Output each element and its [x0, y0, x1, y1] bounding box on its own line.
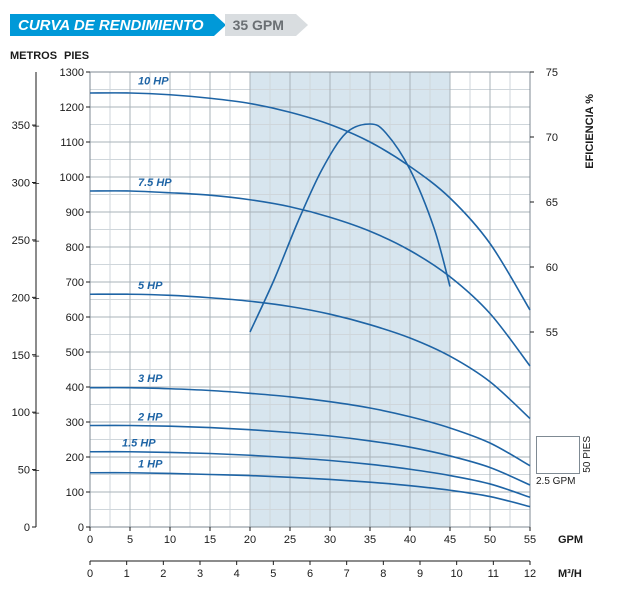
eff-tick: 75 — [546, 67, 558, 79]
m3h-tick: 7 — [344, 568, 350, 580]
tick-label: – — [33, 178, 40, 190]
metros-tick: 50 — [18, 465, 30, 477]
pies-tick: 1200 — [60, 102, 84, 114]
pies-tick: 1300 — [60, 67, 84, 79]
gpm-tick: 40 — [404, 534, 416, 546]
eff-tick: 55 — [546, 327, 558, 339]
pies-tick: 600 — [66, 312, 84, 324]
m3h-unit: M³/H — [558, 568, 582, 580]
series-label: 7.5 HP — [138, 177, 172, 189]
gpm-tick: 45 — [444, 534, 456, 546]
series-label: 2 HP — [137, 411, 163, 423]
series-label: 1 HP — [138, 459, 163, 471]
tick-label: – — [33, 235, 40, 247]
legend-box — [536, 436, 580, 474]
pies-tick: 800 — [66, 242, 84, 254]
tick-label: – — [33, 465, 40, 477]
gpm-tick: 50 — [484, 534, 496, 546]
gpm-tick: 0 — [87, 534, 93, 546]
pies-tick: 300 — [66, 417, 84, 429]
gpm-tick: 10 — [164, 534, 176, 546]
metros-tick: 200 — [12, 292, 30, 304]
gpm-tick: 35 — [364, 534, 376, 546]
pies-tick: 0 — [78, 522, 84, 534]
eff-tick: 65 — [546, 197, 558, 209]
metros-tick: 350 — [12, 120, 30, 132]
gpm-tick: 5 — [127, 534, 133, 546]
tick-label: – — [33, 350, 40, 362]
pies-tick: 900 — [66, 207, 84, 219]
gpm-tick: 25 — [284, 534, 296, 546]
gpm-tick: 55 — [524, 534, 536, 546]
tick-label: – — [33, 292, 40, 304]
tick-label: – — [33, 407, 40, 419]
pies-tick: 1100 — [60, 137, 84, 149]
eff-tick: 70 — [546, 132, 558, 144]
pies-tick: 100 — [66, 487, 84, 499]
gpm-tick: 15 — [204, 534, 216, 546]
metros-tick: 0 — [24, 522, 30, 534]
metros-tick: 250 — [12, 235, 30, 247]
gpm-tick: 20 — [244, 534, 256, 546]
metros-tick: 150 — [12, 350, 30, 362]
plot-svg: 10 HP7.5 HP5 HP3 HP2 HP1.5 HP1 HP050–100… — [0, 0, 617, 595]
m3h-tick: 11 — [488, 568, 499, 580]
tick-label: – — [33, 120, 40, 132]
pies-tick: 500 — [66, 347, 84, 359]
m3h-tick: 12 — [524, 568, 536, 580]
series-label: 10 HP — [138, 75, 169, 87]
m3h-tick: 6 — [307, 568, 313, 580]
series-label: 1.5 HP — [122, 438, 156, 450]
axis-right-label: EFICIENCIA % — [584, 94, 596, 169]
series-label: 5 HP — [138, 280, 163, 292]
legend-width-label: 2.5 GPM — [536, 476, 575, 487]
m3h-tick: 3 — [197, 568, 203, 580]
legend-height-label: 50 PIES — [582, 436, 593, 473]
metros-tick: 100 — [12, 407, 30, 419]
eff-tick: 60 — [546, 262, 558, 274]
m3h-tick: 5 — [270, 568, 276, 580]
gpm-tick: 30 — [324, 534, 336, 546]
gpm-unit: GPM — [558, 534, 583, 546]
performance-curve-chart: { "title": { "main": "CURVA DE RENDIMIEN… — [0, 0, 617, 595]
m3h-tick: 8 — [380, 568, 386, 580]
m3h-tick: 2 — [160, 568, 166, 580]
pies-tick: 400 — [66, 382, 84, 394]
m3h-tick: 4 — [234, 568, 240, 580]
metros-tick: 300 — [12, 178, 30, 190]
m3h-tick: 10 — [451, 568, 463, 580]
pies-tick: 200 — [66, 452, 84, 464]
pies-tick: 1000 — [60, 172, 84, 184]
pies-tick: 700 — [66, 277, 84, 289]
series-label: 3 HP — [138, 373, 163, 385]
m3h-tick: 0 — [87, 568, 93, 580]
m3h-tick: 1 — [124, 568, 130, 580]
m3h-tick: 9 — [417, 568, 423, 580]
